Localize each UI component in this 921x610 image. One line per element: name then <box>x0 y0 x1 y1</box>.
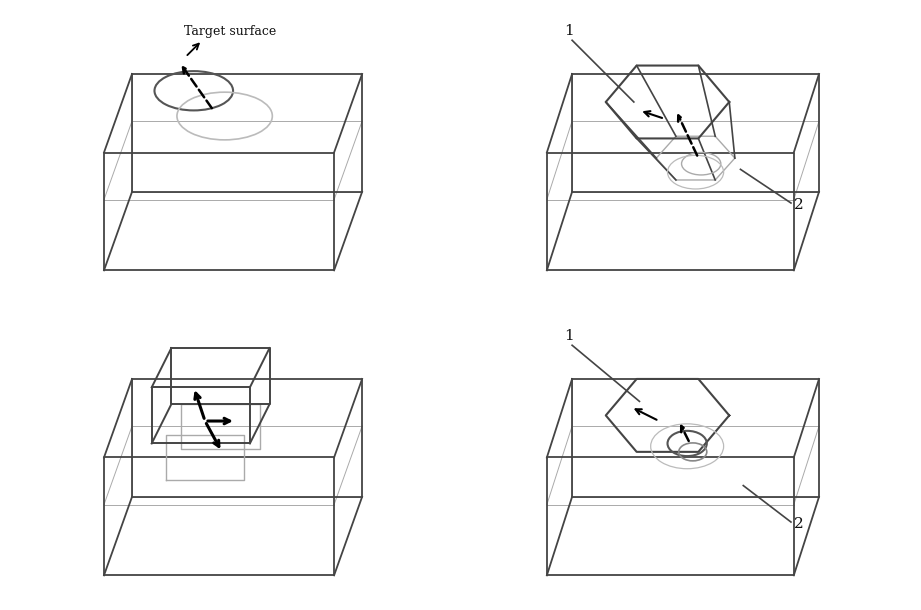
Text: 1: 1 <box>564 24 574 38</box>
Text: 1: 1 <box>564 329 574 343</box>
Text: Target surface: Target surface <box>184 26 276 38</box>
Text: 2: 2 <box>794 198 803 212</box>
Text: 2: 2 <box>794 517 803 531</box>
